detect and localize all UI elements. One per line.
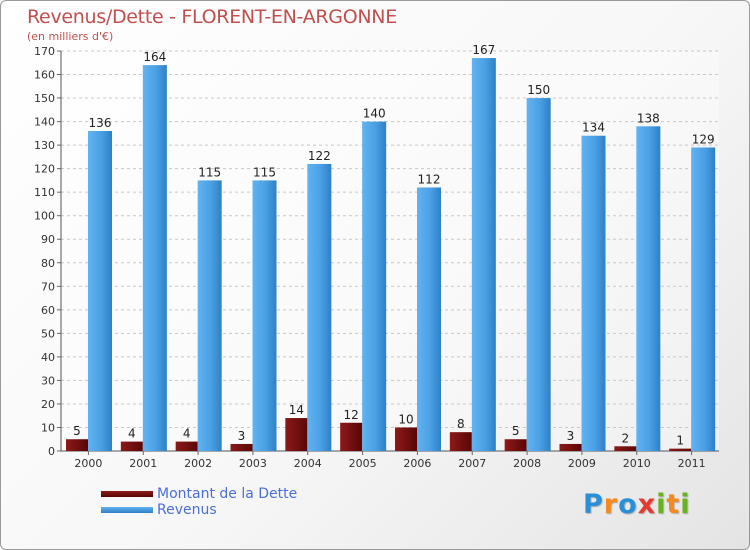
logo-letter: x	[637, 489, 657, 520]
debt-bar	[614, 446, 637, 451]
x-tick-label: 2000	[74, 457, 102, 470]
plot-area	[61, 51, 719, 451]
y-tick-label: 140	[34, 116, 55, 129]
debt-bar	[559, 443, 582, 451]
revenus-value-label: 122	[308, 149, 331, 163]
revenus-value-label: 138	[637, 111, 660, 125]
debt-value-label: 4	[128, 427, 136, 441]
revenus-bar	[691, 147, 716, 451]
y-tick-label: 80	[41, 257, 55, 270]
x-tick-label: 2009	[568, 457, 596, 470]
logo-letter: i	[656, 489, 667, 520]
x-tick-label: 2005	[349, 457, 377, 470]
y-tick-label: 150	[34, 92, 55, 105]
legend-swatch-revenus	[101, 507, 153, 513]
legend-label-revenus: Revenus	[157, 502, 217, 518]
revenus-value-label: 112	[418, 172, 441, 186]
revenus-value-label: 129	[692, 132, 715, 146]
debt-value-label: 8	[457, 417, 465, 431]
debt-bar	[504, 439, 527, 451]
revenus-value-label: 115	[198, 165, 221, 179]
x-tick-label: 2004	[294, 457, 322, 470]
debt-value-label: 14	[289, 403, 304, 417]
revenus-value-label: 150	[527, 83, 550, 97]
debt-value-label: 5	[73, 424, 81, 438]
y-tick-label: 110	[34, 186, 55, 199]
debt-value-label: 1	[676, 434, 684, 448]
debt-value-label: 4	[183, 427, 191, 441]
revenus-bar	[471, 58, 496, 451]
debt-bar	[340, 422, 363, 451]
chart-subtitle: (en milliers d'€)	[27, 30, 114, 43]
revenus-value-label: 115	[253, 165, 276, 179]
revenus-bar	[197, 180, 222, 452]
y-tick-label: 120	[34, 163, 55, 176]
x-tick-label: 2008	[513, 457, 541, 470]
y-tick-label: 60	[41, 304, 55, 317]
revenus-value-label: 140	[363, 107, 386, 121]
debt-bar	[449, 432, 472, 451]
logo-letter: P	[583, 489, 604, 520]
y-tick-label: 20	[41, 398, 55, 411]
x-tick-label: 2001	[129, 457, 157, 470]
logo-letter: r	[603, 489, 619, 520]
y-tick-label: 50	[41, 327, 55, 340]
debt-bar	[175, 441, 198, 451]
y-tick-label: 100	[34, 210, 55, 223]
y-tick-label: 30	[41, 374, 55, 387]
debt-bar	[230, 443, 253, 451]
y-tick-label: 10	[41, 421, 55, 434]
y-tick-label: 170	[34, 45, 55, 58]
debt-value-label: 2	[622, 431, 630, 445]
y-tick-label: 130	[34, 139, 55, 152]
revenus-value-label: 136	[89, 116, 112, 130]
revenus-bar	[636, 126, 661, 451]
proxiti-logo: Proxiti	[583, 489, 691, 520]
revenus-bar	[307, 163, 332, 452]
x-tick-label: 2007	[458, 457, 486, 470]
revenus-bar	[88, 131, 112, 451]
debt-bar	[669, 448, 692, 451]
revenus-bar	[581, 135, 606, 452]
chart-title: Revenus/Dette - FLORENT-EN-ARGONNE	[27, 6, 397, 28]
y-tick-label: 160	[34, 69, 55, 82]
revenus-value-label: 167	[472, 43, 495, 57]
debt-value-label: 3	[567, 429, 575, 443]
revenus-value-label: 164	[143, 50, 166, 64]
logo-letter: t	[666, 489, 681, 520]
revenus-bar	[362, 121, 387, 452]
y-tick-label: 90	[41, 233, 55, 246]
debt-value-label: 12	[344, 408, 359, 422]
debt-bar	[395, 427, 417, 451]
debt-bar	[285, 418, 308, 451]
revenus-bar	[417, 187, 441, 451]
y-tick-label: 40	[41, 351, 55, 364]
debt-value-label: 10	[398, 412, 413, 426]
debt-value-label: 5	[512, 424, 520, 438]
legend-swatch-debt	[101, 491, 153, 497]
revenus-value-label: 134	[582, 121, 605, 135]
y-tick-label: 70	[41, 280, 55, 293]
revenus-bar	[252, 180, 277, 452]
debt-bar	[66, 439, 88, 451]
debt-bar	[120, 441, 143, 451]
y-tick-label: 0	[48, 445, 55, 458]
x-tick-label: 2002	[184, 457, 212, 470]
logo-letter: i	[680, 489, 691, 520]
x-tick-label: 2003	[239, 457, 267, 470]
x-tick-label: 2010	[623, 457, 651, 470]
x-tick-label: 2011	[678, 457, 706, 470]
legend-label-debt: Montant de la Dette	[157, 486, 298, 502]
revenus-bar	[142, 65, 167, 451]
logo-letter: o	[618, 489, 638, 520]
debt-value-label: 3	[238, 429, 246, 443]
x-tick-label: 2006	[403, 457, 431, 470]
revenus-bar	[526, 98, 551, 451]
